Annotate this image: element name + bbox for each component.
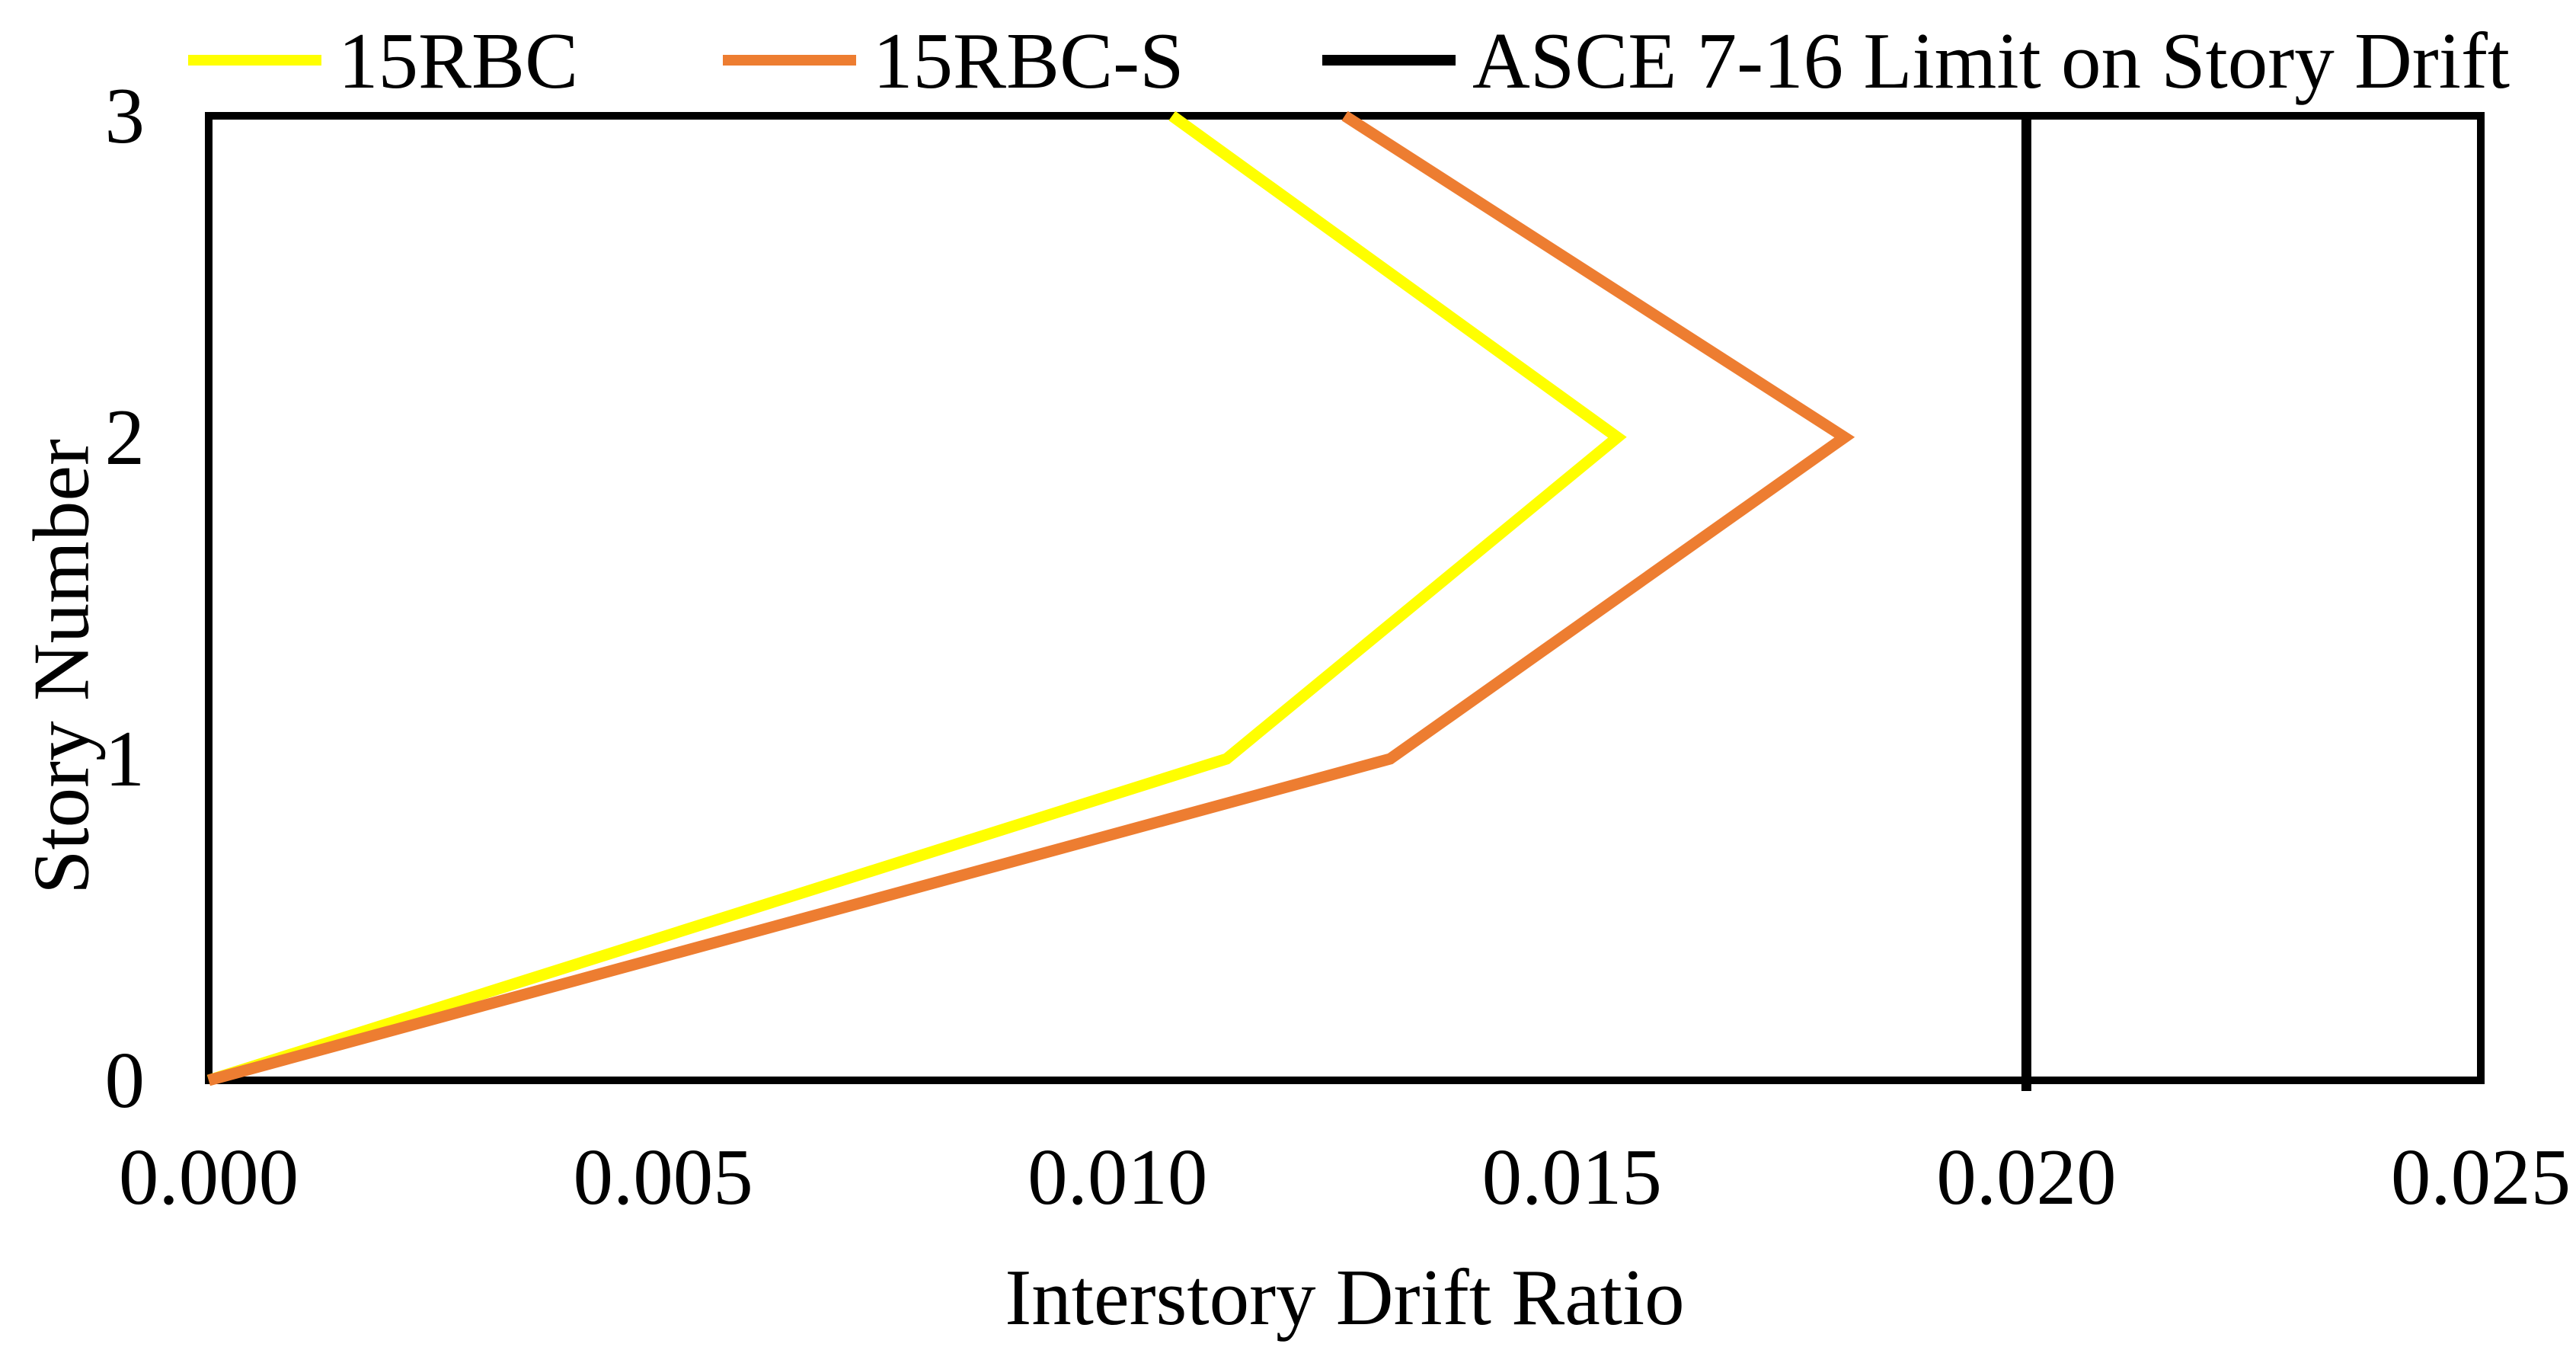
x-tick-label: 0.015 xyxy=(1481,1132,1662,1221)
x-tick-label: 0.000 xyxy=(118,1132,299,1221)
x-axis-title: Interstory Drift Ratio xyxy=(1005,1253,1685,1342)
legend-label-15rbc: 15RBC xyxy=(338,15,579,105)
y-tick-label: 3 xyxy=(104,71,145,160)
x-tick-label: 0.020 xyxy=(1936,1132,2117,1221)
x-tick-label: 0.005 xyxy=(573,1132,753,1221)
legend-label-15rbc-s: 15RBC-S xyxy=(873,15,1184,105)
series-line-15rbc-s xyxy=(207,110,1855,1086)
legend-item-15rbc-s: 15RBC-S xyxy=(723,0,1184,120)
series-line-15rbc xyxy=(206,110,1627,1086)
legend-item-asce-limit: ASCE 7-16 Limit on Story Drift xyxy=(1322,0,2510,120)
legend-swatch-15rbc-s xyxy=(723,55,856,66)
legend-item-15rbc: 15RBC xyxy=(188,0,578,120)
legend-label-asce-limit: ASCE 7-16 Limit on Story Drift xyxy=(1472,15,2510,105)
legend-swatch-asce-limit xyxy=(1322,55,1456,66)
plot-border xyxy=(205,112,2485,1084)
y-tick-label: 1 xyxy=(104,714,145,803)
x-tick-label: 0.010 xyxy=(1028,1132,1208,1221)
y-tick-label: 0 xyxy=(104,1035,145,1125)
y-tick-label: 2 xyxy=(104,392,145,482)
legend-swatch-15rbc xyxy=(188,55,321,66)
x-tick-label: 0.025 xyxy=(2390,1132,2571,1221)
y-axis-title: Story Number xyxy=(16,439,106,894)
